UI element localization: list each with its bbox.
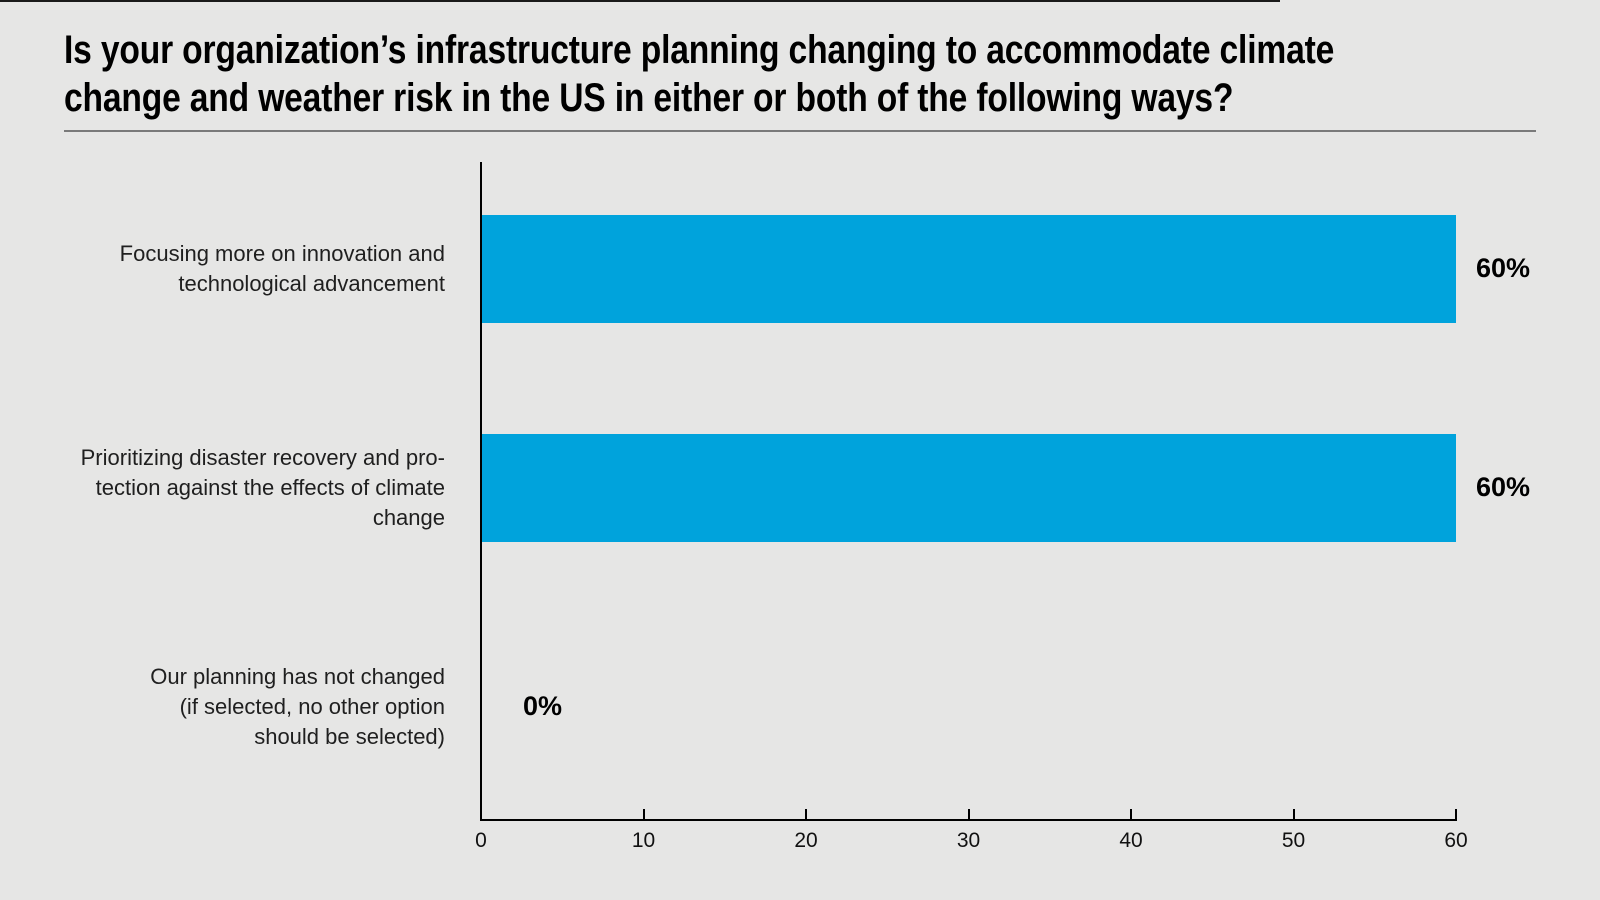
bar-plot-area: 60%	[481, 214, 1531, 323]
bar-row: Our planning has not changed (if selecte…	[0, 597, 1600, 816]
tick-label: 10	[631, 829, 656, 852]
bar-row: Focusing more on innovation and technolo…	[0, 159, 1600, 378]
top-border-line	[0, 0, 1280, 2]
bar-plot-area: 0%	[481, 653, 562, 761]
tick-label: 40	[1119, 829, 1143, 852]
category-label: Prioritizing disaster recovery and pro- …	[80, 444, 445, 530]
tick-label: 0	[475, 829, 487, 852]
tick-mark	[1292, 809, 1295, 819]
tick-label: 60	[1444, 829, 1468, 852]
tick-label: 50	[1281, 829, 1306, 852]
tick-mark	[1455, 809, 1457, 819]
y-axis-line	[480, 162, 482, 821]
tick-label: 20	[794, 829, 818, 852]
tick-mark	[642, 809, 645, 819]
category-label: Focusing more on innovation and technolo…	[119, 240, 445, 296]
tick-mark	[805, 809, 807, 819]
x-axis-line	[480, 819, 1457, 821]
tick-mark	[1130, 809, 1132, 819]
bar-plot-area: 60%	[481, 433, 1531, 542]
tick-mark	[480, 809, 482, 819]
tick-label: 30	[956, 829, 981, 852]
page-title: Is your organization’s infrastructure pl…	[64, 28, 1335, 120]
category-label: Our planning has not changed (if selecte…	[150, 663, 445, 749]
bar	[481, 214, 1456, 323]
value-label: 60%	[1476, 472, 1531, 502]
title-divider	[64, 130, 1536, 132]
value-label: 0%	[523, 691, 563, 721]
value-label: 60%	[1476, 253, 1531, 283]
bar	[481, 433, 1456, 542]
tick-mark	[967, 809, 970, 819]
bar-chart: Focusing more on innovation and technolo…	[0, 159, 1600, 816]
bar-row: Prioritizing disaster recovery and pro- …	[0, 378, 1600, 597]
